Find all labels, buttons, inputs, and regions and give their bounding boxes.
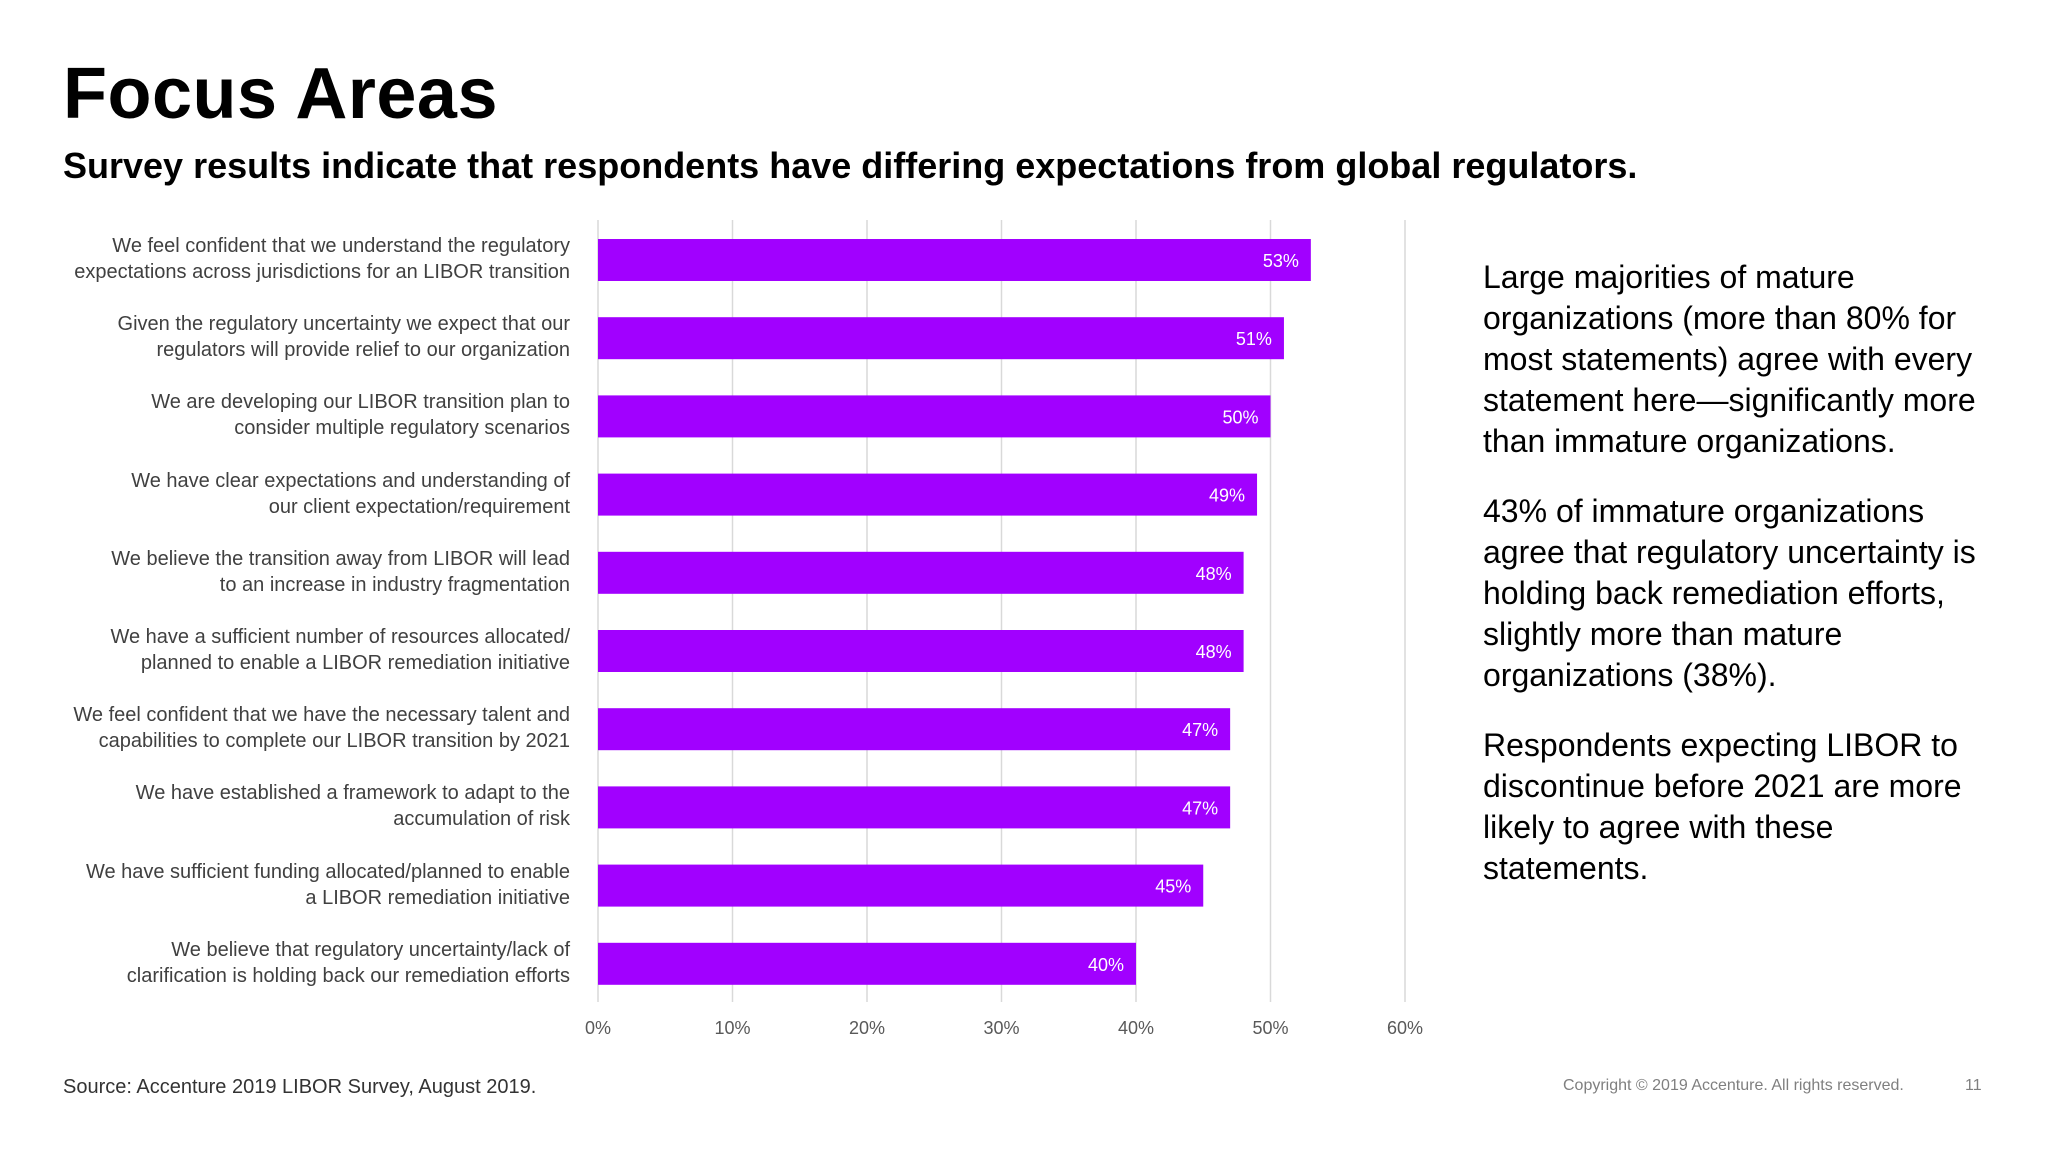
category-label-line: planned to enable a LIBOR remediation in… [140,652,570,674]
bar [598,395,1271,438]
category-label-line: a LIBOR remediation initiative [305,886,570,909]
bar [598,630,1244,672]
category-label-line: We believe the transition away from LIBO… [111,547,570,570]
category-label: We feel confident that we have the neces… [10,702,570,754]
data-label: 48% [1196,564,1232,584]
bar [598,942,1136,985]
data-label: 48% [1196,642,1232,662]
category-label-line: expectations across jurisdictions for an… [74,261,570,283]
category-label-line: We feel confident that we have the neces… [73,704,570,727]
category-label-line: capabilities to complete our LIBOR trans… [98,730,570,753]
x-tick-label: 60% [1387,1018,1423,1038]
source-note: Source: Accenture 2019 LIBOR Survey, Aug… [63,1076,537,1098]
commentary-paragraph: 43% of immature organizations agree that… [1483,493,1976,693]
x-tick-label: 50% [1252,1018,1288,1038]
data-label: 40% [1088,955,1124,975]
category-label: We feel confident that we understand the… [10,233,570,285]
x-tick-label: 40% [1118,1018,1154,1038]
data-label: 49% [1209,486,1245,506]
category-label-line: We have clear expectations and understan… [131,469,570,492]
category-label-line: our client expectation/requirement [268,495,570,518]
commentary: Large majorities of mature organizations… [1483,257,1983,918]
category-label-line: Given the regulatory uncertainty we expe… [117,313,570,336]
data-label: 53% [1263,251,1299,271]
category-label: We believe the transition away from LIBO… [10,546,570,598]
x-tick-label: 30% [983,1018,1019,1038]
category-label-line: accumulation of risk [393,808,570,831]
commentary-paragraph: Respondents expecting LIBOR to discontin… [1483,727,1962,886]
category-label-line: regulators will provide relief to our or… [156,339,570,362]
commentary-paragraph: Large majorities of mature organizations… [1483,259,1976,459]
bar [598,239,1311,281]
copyright-notice: Copyright © 2019 Accenture. All rights r… [1563,1077,1904,1094]
bar [598,473,1258,516]
x-tick-label: 20% [849,1018,885,1038]
category-label-line: consider multiple regulatory scenarios [234,417,570,440]
category-label: We have established a framework to adapt… [10,780,570,832]
data-label: 50% [1222,407,1258,427]
category-label-line: We are developing our LIBOR transition p… [151,391,570,414]
category-label-line: We believe that regulatory uncertainty/l… [171,938,570,961]
category-label-line: We have established a framework to adapt… [135,782,570,805]
category-label: Given the regulatory uncertainty we expe… [10,311,570,363]
page-number: 11 [1965,1077,1982,1094]
category-label-line: to an increase in industry fragmentation [219,573,570,596]
category-label-line: We have a sufficient number of resources… [110,626,570,648]
x-tick-label: 0% [585,1018,611,1038]
slide-title: Focus Areas [63,54,499,134]
category-label-line: clarification is holding back our remedi… [126,964,570,987]
bar [598,551,1244,594]
bar [598,786,1231,829]
category-label: We have a sufficient number of resources… [10,624,570,676]
bar [598,317,1284,360]
category-label-line: We feel confident that we understand the… [112,235,570,257]
bar [598,708,1231,751]
category-label: We have clear expectations and understan… [10,468,570,520]
category-label: We have sufficient funding allocated/pla… [10,859,570,911]
slide-subtitle: Survey results indicate that respondents… [63,145,1638,186]
category-label: We are developing our LIBOR transition p… [10,389,570,441]
category-label: We believe that regulatory uncertainty/l… [10,937,570,989]
category-label-line: We have sufficient funding allocated/pla… [85,860,570,883]
bar [598,864,1204,907]
data-label: 47% [1182,720,1218,740]
data-label: 45% [1155,877,1191,897]
x-tick-label: 10% [714,1018,750,1038]
data-label: 51% [1236,329,1272,349]
data-label: 47% [1182,798,1218,818]
